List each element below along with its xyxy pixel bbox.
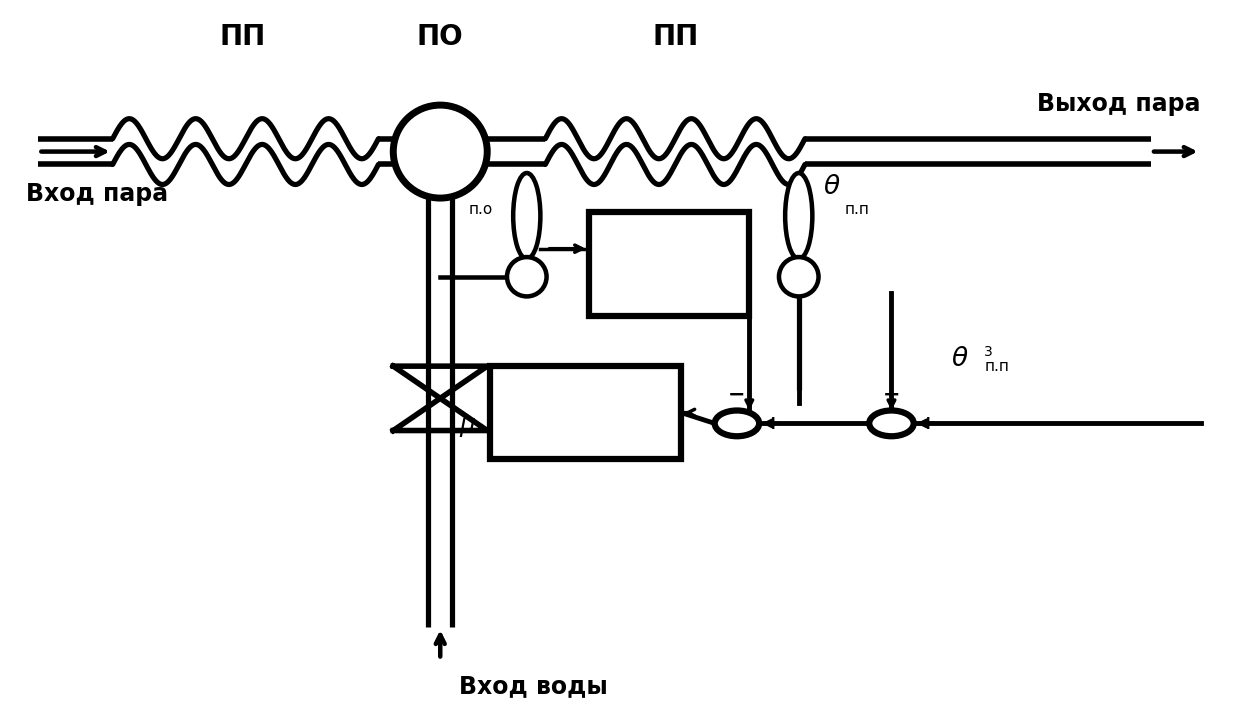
Text: п.п: п.п bbox=[845, 202, 870, 217]
FancyBboxPatch shape bbox=[489, 366, 681, 459]
FancyBboxPatch shape bbox=[589, 213, 750, 316]
Text: Выход пара: Выход пара bbox=[1037, 92, 1201, 116]
Ellipse shape bbox=[513, 173, 540, 259]
Text: ПО: ПО bbox=[418, 24, 463, 52]
Text: Вход воды: Вход воды bbox=[458, 673, 607, 698]
Circle shape bbox=[715, 411, 760, 437]
Text: ПП: ПП bbox=[652, 24, 699, 52]
Text: $\mu$: $\mu$ bbox=[458, 415, 476, 439]
Text: +: + bbox=[766, 414, 782, 433]
Ellipse shape bbox=[507, 257, 546, 297]
Text: −: − bbox=[729, 385, 746, 405]
Text: РТР: РТР bbox=[554, 398, 617, 426]
Ellipse shape bbox=[786, 173, 813, 259]
Text: БФ: БФ bbox=[643, 251, 695, 279]
Text: ПП: ПП bbox=[219, 24, 265, 52]
Text: $\theta$: $\theta$ bbox=[445, 174, 462, 200]
Text: +: + bbox=[919, 414, 937, 433]
Circle shape bbox=[870, 411, 913, 437]
Text: $\theta$: $\theta$ bbox=[824, 174, 841, 200]
Ellipse shape bbox=[393, 105, 487, 198]
Text: −: − bbox=[882, 385, 901, 405]
Text: о.в: о.в bbox=[486, 442, 509, 456]
Ellipse shape bbox=[779, 257, 819, 297]
Text: п.п: п.п bbox=[984, 359, 1009, 374]
Text: Вход пара: Вход пара bbox=[26, 182, 169, 207]
Text: $\theta$: $\theta$ bbox=[950, 346, 969, 372]
Text: 3: 3 bbox=[984, 345, 992, 359]
Text: п.о: п.о bbox=[468, 202, 493, 217]
